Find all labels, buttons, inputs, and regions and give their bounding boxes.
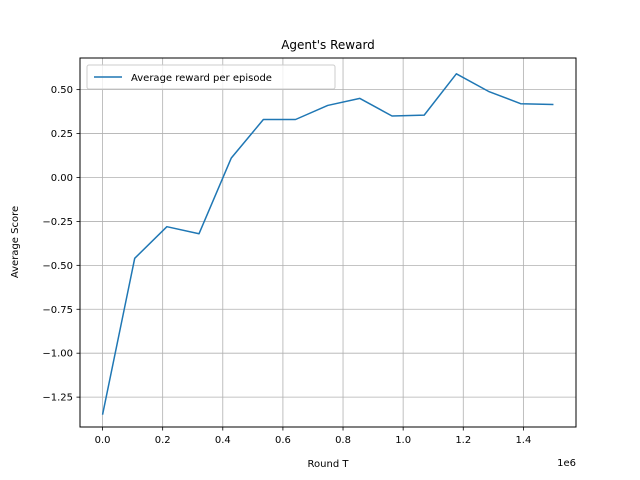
x-tick-label: 0.4 <box>215 435 231 446</box>
legend-label: Average reward per episode <box>131 73 272 84</box>
y-axis-label: Average Score <box>10 206 21 278</box>
y-tick-label: −1.25 <box>42 393 73 404</box>
x-tick-label: 1.2 <box>455 435 471 446</box>
x-tick-label: 1.0 <box>395 435 411 446</box>
y-tick-label: 0.25 <box>51 129 73 140</box>
x-tick-label: 0.6 <box>275 435 291 446</box>
x-axis-label: Round T <box>308 459 350 470</box>
y-tick-label: −0.25 <box>42 217 73 228</box>
y-tick-label: −0.75 <box>42 305 73 316</box>
legend: Average reward per episode <box>87 65 335 89</box>
x-tick-label: 0.2 <box>155 435 171 446</box>
y-tick-label: 0.00 <box>51 173 73 184</box>
y-tick-label: −0.50 <box>42 261 73 272</box>
y-tick-label: −1.00 <box>42 349 73 360</box>
x-tick-label: 0.0 <box>95 435 111 446</box>
x-axis-offset-text: 1e6 <box>557 458 576 469</box>
chart-title: Agent's Reward <box>281 38 375 52</box>
x-tick-label: 1.4 <box>515 435 531 446</box>
y-tick-label: 0.50 <box>51 85 73 96</box>
x-tick-label: 0.8 <box>335 435 351 446</box>
